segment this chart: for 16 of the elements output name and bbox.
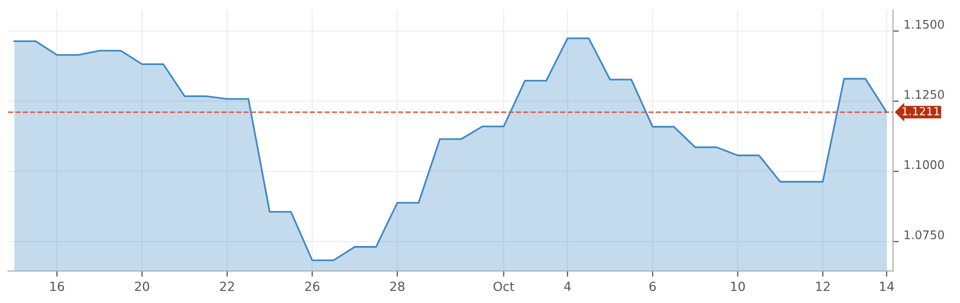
x-tick-label: 26 bbox=[305, 282, 320, 292]
y-tick-label: 1.1500 bbox=[904, 20, 944, 29]
y-tick-label: 1.1250 bbox=[904, 90, 944, 99]
x-tick-label: 22 bbox=[220, 282, 234, 291]
x-tick-label: 16 bbox=[50, 282, 64, 292]
x-tick-label: 20 bbox=[134, 282, 150, 292]
y-tick-label: 1.0750 bbox=[904, 230, 944, 240]
x-tick-label: 28 bbox=[390, 282, 404, 292]
x-tick-label: 4 bbox=[564, 282, 571, 291]
x-tick-label: 14 bbox=[880, 282, 894, 291]
y-tick-label: 1.1000 bbox=[904, 160, 944, 170]
x-tick-label: 12 bbox=[816, 282, 830, 291]
x-tick-label: Oct bbox=[494, 282, 514, 292]
x-tick-label: 10 bbox=[731, 282, 745, 292]
ref-line-label: 1.1211 bbox=[902, 106, 940, 116]
x-tick-label: 6 bbox=[650, 282, 656, 292]
